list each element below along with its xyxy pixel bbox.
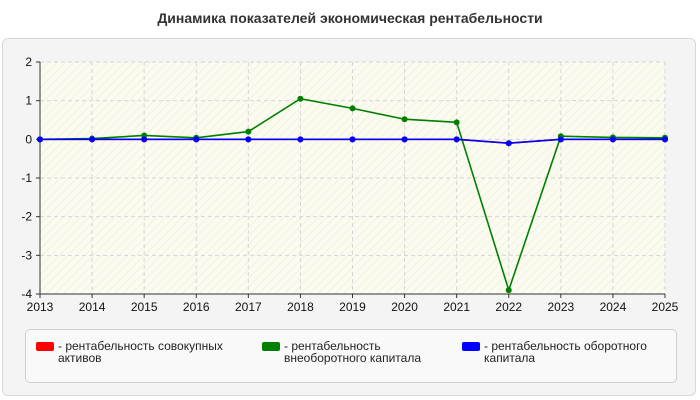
x-tick-label: 2014 (79, 300, 106, 314)
legend-swatch-blue (462, 342, 480, 351)
legend-item-total-assets: - рентабельность совокупных активов (36, 340, 233, 364)
data-point-2 (505, 140, 512, 147)
x-tick-label: 2025 (652, 300, 679, 314)
data-point-2 (401, 136, 408, 143)
legend-label: - рентабельность совокупных активов (58, 339, 223, 365)
data-point-2 (141, 136, 148, 143)
legend-item-working-capital: - рентабельность оборотного капитала (462, 340, 659, 364)
y-tick-label: 1 (25, 94, 32, 108)
y-tick-label: -2 (21, 210, 32, 224)
data-point-1 (297, 95, 304, 102)
legend-swatch-red (36, 342, 54, 351)
data-point-1 (453, 119, 460, 126)
x-tick-label: 2022 (495, 300, 522, 314)
data-point-2 (453, 136, 460, 143)
legend-swatch-green (262, 342, 280, 351)
legend-label: - рентабельность оборотного капитала (484, 339, 647, 365)
data-point-2 (37, 136, 43, 143)
x-tick-label: 2021 (443, 300, 470, 314)
x-tick-label: 2019 (339, 300, 366, 314)
data-point-2 (193, 136, 200, 143)
data-point-1 (505, 287, 512, 294)
legend: - рентабельность совокупных активов - ре… (25, 329, 677, 383)
x-tick-label: 2024 (600, 300, 627, 314)
data-point-2 (245, 136, 252, 143)
chart-title: Динамика показателей экономическая рента… (157, 10, 543, 26)
data-point-2 (662, 136, 668, 143)
data-point-1 (401, 116, 408, 123)
y-tick-label: -1 (21, 171, 32, 185)
data-point-1 (349, 105, 356, 112)
x-tick-label: 2018 (287, 300, 314, 314)
x-tick-label: 2013 (27, 300, 54, 314)
y-tick-label: 2 (25, 55, 32, 69)
x-tick-label: 2023 (547, 300, 574, 314)
data-point-2 (89, 136, 96, 143)
data-point-2 (349, 136, 356, 143)
legend-item-noncurrent-capital: - рентабельность внеоборотного капитала (262, 340, 459, 364)
y-tick-label: -4 (21, 287, 32, 301)
y-tick-label: -3 (21, 248, 32, 262)
data-point-2 (557, 136, 564, 143)
data-point-2 (297, 136, 304, 143)
x-tick-label: 2015 (131, 300, 158, 314)
y-tick-label: 0 (25, 132, 32, 146)
x-tick-label: 2017 (235, 300, 262, 314)
data-point-1 (245, 128, 252, 135)
x-tick-label: 2020 (391, 300, 418, 314)
legend-label: - рентабельность внеоборотного капитала (284, 339, 421, 365)
x-tick-label: 2016 (183, 300, 210, 314)
data-point-2 (609, 136, 616, 143)
